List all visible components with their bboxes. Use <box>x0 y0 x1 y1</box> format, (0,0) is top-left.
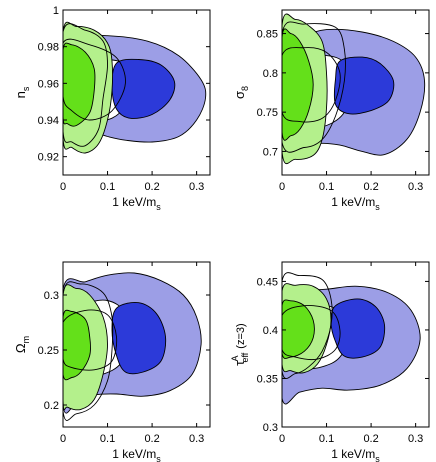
contour-region-outline <box>282 47 341 123</box>
x-tick-label: 0.1 <box>100 433 115 445</box>
plot-area <box>63 272 202 421</box>
y-axis-label: τAeff(z=3) <box>230 323 250 365</box>
axes-frame <box>62 261 211 428</box>
x-tick-label: 0.3 <box>189 181 204 193</box>
x-tick-label: 0.3 <box>189 433 204 445</box>
axes-frame <box>281 261 430 428</box>
y-tick-label: 0.85 <box>257 29 278 41</box>
contour-region-blue-inner <box>333 56 395 115</box>
contour-region-green-inner <box>282 299 315 359</box>
contour-region-outline <box>63 38 126 121</box>
y-tick-label: 0.75 <box>257 107 278 119</box>
contour-region-blue-inner <box>330 298 386 359</box>
contour-region-blue-inner <box>111 302 167 375</box>
y-axis-label: σ8 <box>232 86 250 99</box>
x-tick-label: 0 <box>279 181 285 193</box>
contour-region-outline <box>282 305 341 361</box>
y-tick-label: 0.7 <box>263 146 278 158</box>
contour-region-outline <box>63 281 114 421</box>
y-tick-label: 0.45 <box>257 276 278 288</box>
panel-bottom-left: 0 0.1 0.2 0.3 0.2 0.25 0.3 1 keV/ms Ωm <box>13 261 211 462</box>
y-tick-label: 1 <box>53 5 59 17</box>
x-tick-label: 0 <box>279 433 285 445</box>
x-tick-label: 0.2 <box>144 181 159 193</box>
contour-region-green-inner <box>282 28 314 141</box>
y-tick-label: 0.98 <box>38 42 59 54</box>
contour-region-outline <box>63 309 118 371</box>
y-tick-label: 0.25 <box>38 345 59 357</box>
panel-top-right: 0 0.1 0.2 0.3 0.7 0.75 0.8 0.85 1 keV/ms σ8 <box>232 9 430 212</box>
x-tick-label: 0.2 <box>144 433 159 445</box>
y-tick-label: 0.3 <box>44 290 59 302</box>
plot-area <box>282 272 421 405</box>
x-axis-label: 1 keV/ms <box>112 447 161 462</box>
contour-region-green-inner <box>63 42 96 127</box>
x-tick-label: 0.1 <box>100 181 115 193</box>
y-tick-label: 0.92 <box>38 152 59 164</box>
x-tick-label: 0.1 <box>319 433 334 445</box>
x-tick-label: 0.3 <box>408 433 423 445</box>
contour-region-outline <box>63 23 108 147</box>
x-tick-label: 0 <box>60 181 66 193</box>
x-tick-label: 0 <box>60 433 66 445</box>
y-tick-label: 0.96 <box>38 78 59 90</box>
y-tick-label: 0.8 <box>263 68 278 80</box>
contour-region-outline <box>282 21 346 153</box>
panel-top-left: 0 0.1 0.2 0.3 0.92 0.94 0.96 0.98 1 1 keV/ms ns <box>13 5 211 212</box>
y-tick-label: 0.94 <box>38 115 59 127</box>
panel-bottom-right: 0 0.1 0.2 0.3 0.3 0.35 0.4 0.45 1 keV/ms τAeff(z=… <box>230 261 430 462</box>
axes-frame <box>281 9 430 176</box>
x-axis-label: 1 keV/ms <box>331 195 380 212</box>
x-axis-label: 1 keV/ms <box>331 447 380 462</box>
y-axis-label: Ωm <box>13 336 31 353</box>
y-axis-label: ns <box>13 86 31 98</box>
x-tick-label: 0.2 <box>363 433 378 445</box>
y-tick-label: 0.4 <box>263 325 278 337</box>
y-tick-label: 0.2 <box>44 400 59 412</box>
x-axis-label: 1 keV/ms <box>112 195 161 212</box>
y-tick-label: 0.3 <box>263 422 278 434</box>
x-tick-label: 0.1 <box>319 181 334 193</box>
x-tick-label: 0.2 <box>363 181 378 193</box>
plot-area <box>282 13 426 164</box>
y-tick-label: 0.35 <box>257 373 278 385</box>
x-tick-label: 0.3 <box>408 181 423 193</box>
contour-region-blue-inner <box>111 58 176 119</box>
plot-area <box>63 21 207 154</box>
axes-frame <box>62 9 211 176</box>
